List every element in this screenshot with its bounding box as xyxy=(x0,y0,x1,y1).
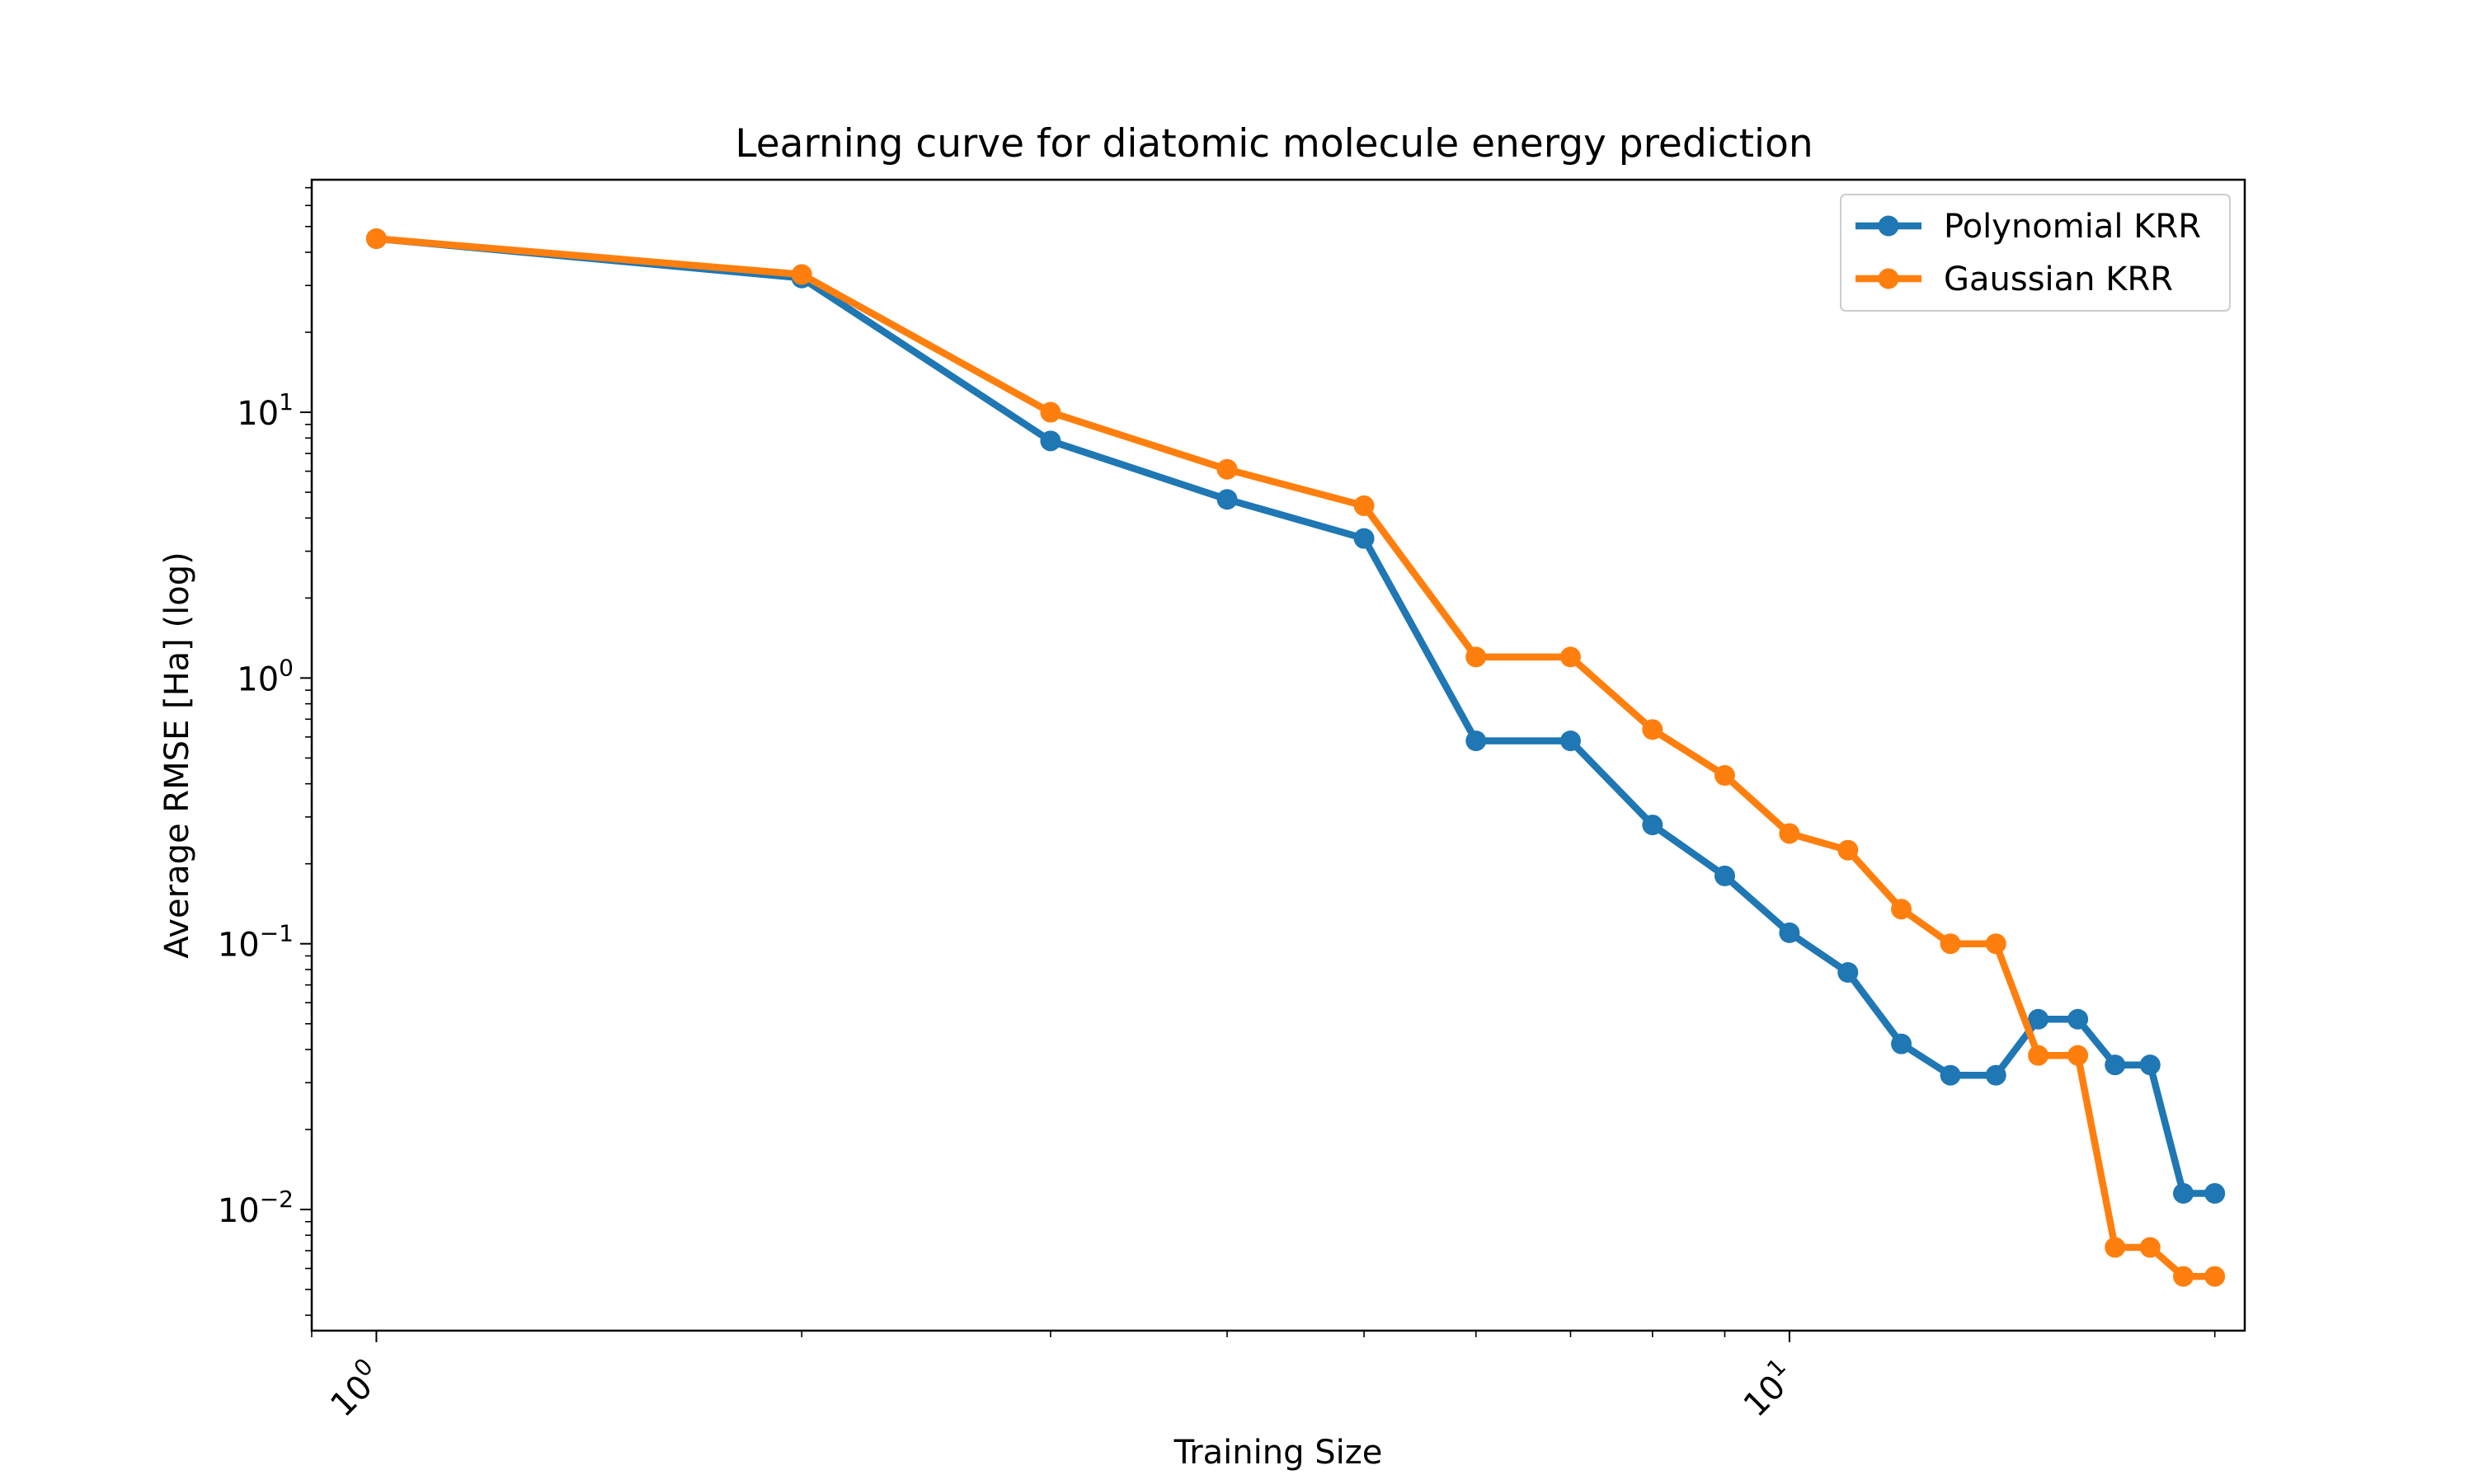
polynomial-krr-point xyxy=(1940,1064,1961,1086)
polynomial-krr-point xyxy=(2067,1008,2089,1030)
legend-swatch-marker-gaussian-krr xyxy=(1878,268,1899,289)
gaussian-krr-point xyxy=(1779,823,1800,844)
gaussian-krr-line xyxy=(372,234,2218,1280)
polynomial-krr-point xyxy=(1216,489,1238,510)
polynomial-krr-point xyxy=(2105,1054,2126,1076)
polynomial-krr-point xyxy=(1559,730,1581,752)
polynomial-krr-point xyxy=(1985,1064,2006,1086)
gaussian-krr-point xyxy=(1216,458,1238,480)
gaussian-krr-series xyxy=(365,228,2226,1287)
gaussian-krr-point xyxy=(1040,402,1061,423)
gaussian-krr-point xyxy=(1642,719,1663,740)
y-tick-label-base: 10 xyxy=(218,1192,260,1230)
gaussian-krr-point xyxy=(1837,839,1859,861)
plot-marks xyxy=(365,228,2226,1287)
y-tick-label-exponent: 0 xyxy=(279,654,294,681)
polynomial-krr-series xyxy=(365,228,2226,1204)
gaussian-krr-point xyxy=(1353,495,1375,516)
polynomial-krr-point xyxy=(2139,1054,2161,1076)
polynomial-krr-point xyxy=(1040,430,1061,452)
gaussian-krr-point xyxy=(2173,1266,2194,1287)
x-tick-label: 100 xyxy=(319,1353,391,1425)
legend: Polynomial KRR Gaussian KRR xyxy=(1840,194,2231,312)
polynomial-krr-point xyxy=(1465,730,1487,752)
y-tick-label: 100 xyxy=(237,654,294,698)
legend-frame xyxy=(1840,194,2231,312)
y-tick-label-base: 10 xyxy=(237,660,279,698)
y-tick-label-exponent: −1 xyxy=(260,920,294,947)
chart-title: Learning curve for diatomic molecule ene… xyxy=(735,121,1813,167)
gaussian-krr-point xyxy=(2105,1237,2126,1258)
gaussian-krr-point xyxy=(2067,1045,2089,1066)
y-tick-label-exponent: −2 xyxy=(260,1186,294,1213)
polynomial-krr-point xyxy=(1891,1033,1912,1054)
gaussian-krr-point xyxy=(365,228,387,250)
gaussian-krr-point xyxy=(1465,646,1487,668)
gaussian-krr-point xyxy=(2028,1045,2049,1066)
polynomial-krr-point xyxy=(1642,815,1663,836)
polynomial-krr-point xyxy=(1353,528,1375,549)
legend-swatch-marker-polynomial-krr xyxy=(1878,215,1899,237)
gaussian-krr-point xyxy=(1559,646,1581,668)
gaussian-krr-point xyxy=(2139,1237,2161,1258)
gaussian-krr-point xyxy=(791,264,812,285)
x-tick-label: 101 xyxy=(1732,1353,1804,1425)
y-tick-label-exponent: 1 xyxy=(279,388,294,416)
x-axis-label: Training Size xyxy=(1174,1434,1383,1472)
gaussian-krr-point xyxy=(1940,933,1961,955)
gaussian-krr-point xyxy=(1985,933,2006,955)
plot-frame xyxy=(310,178,2246,1332)
y-tick-label: 10−2 xyxy=(218,1186,294,1230)
polynomial-krr-point xyxy=(2204,1182,2226,1204)
y-tick-label: 10−1 xyxy=(218,920,294,965)
gaussian-krr-point xyxy=(2204,1266,2226,1287)
polynomial-krr-point xyxy=(2028,1008,2049,1030)
gaussian-krr-point xyxy=(1891,899,1912,920)
y-tick-label-base: 10 xyxy=(237,395,279,433)
y-tick-label-base: 10 xyxy=(218,927,260,965)
legend-label-gaussian-krr: Gaussian KRR xyxy=(1944,261,2173,298)
legend-label-polynomial-krr: Polynomial KRR xyxy=(1944,208,2201,246)
y-tick-label: 101 xyxy=(237,388,294,433)
y-axis-label: Average RMSE [Ha] (log) xyxy=(158,552,196,958)
polynomial-krr-point xyxy=(1714,865,1735,886)
polynomial-krr-point xyxy=(1837,961,1859,983)
gaussian-krr-point xyxy=(1714,765,1735,787)
polynomial-krr-point xyxy=(1779,922,1800,943)
polynomial-krr-line xyxy=(372,234,2218,1197)
polynomial-krr-point xyxy=(2173,1182,2194,1204)
